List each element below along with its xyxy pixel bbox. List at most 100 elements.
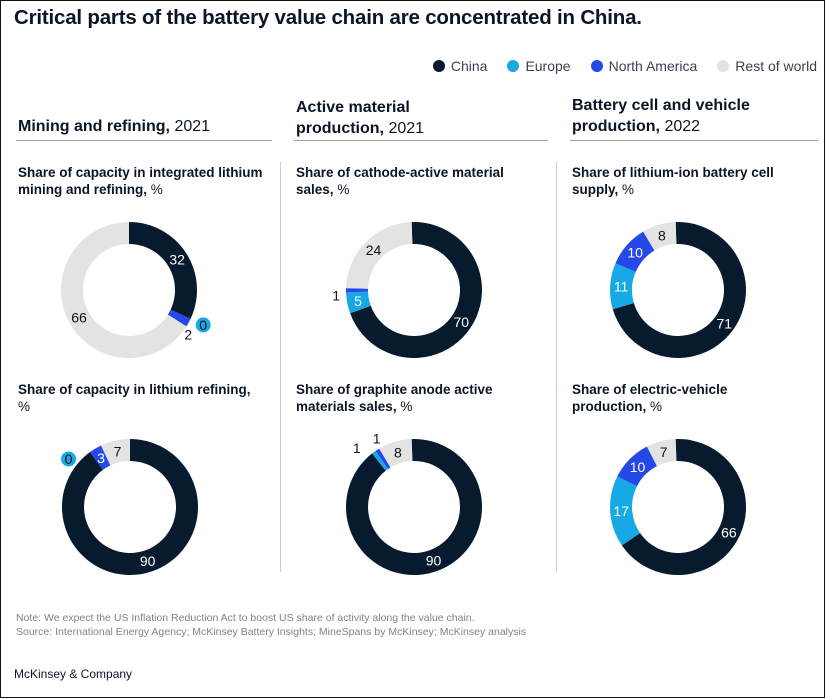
chart-title-unit: % [622,182,635,197]
data-label-china: 32 [169,251,185,267]
slice-china [350,222,482,358]
chart-title-text: Share of electric-vehicle production, [572,382,728,414]
slice-europe [372,450,389,471]
slice-north-america [617,446,657,487]
footnote-source: Source: International Energy Agency; McK… [16,626,527,638]
data-label-europe: 11 [614,279,629,295]
legend-item-north-america: North America [590,58,698,74]
figure-title: Critical parts of the battery value chai… [14,6,642,29]
data-label-rest-of-world: 7 [114,443,122,459]
section-year-mining: 2021 [174,118,211,135]
chart-title-battery-cell: Share of lithium-ion battery cell supply… [572,164,797,198]
label-bubble-europe [61,451,77,467]
chart-title-unit: % [18,399,31,414]
data-label-rest-of-world: 7 [660,444,668,460]
donut-chart-lithium-refining: 90 0 3 7 [61,439,198,575]
data-label-north-america: 3 [97,450,105,466]
data-label-china: 90 [426,553,442,569]
slice-china [346,439,482,575]
slice-europe [610,263,636,310]
legend-label-rest-of-world: Rest of world [735,58,817,74]
chart-title-text: Share of cathode-active material sales, [296,165,504,197]
data-label-china: 90 [140,553,156,569]
chart-title-ev-production: Share of electric-vehicle production, % [572,381,787,415]
chart-title-text: Share of lithium-ion battery cell supply… [572,165,774,197]
legend-swatch-china [432,60,445,72]
legend-swatch-rest-of-world [717,60,730,72]
data-label-europe: 5 [354,293,362,309]
data-label-europe: 1 [353,440,361,456]
data-label-north-america: 1 [332,288,340,304]
data-label-north-america: 10 [630,459,646,475]
slice-china [612,222,746,358]
section-year-active-material: 2021 [388,120,425,137]
donut-chart-ev-production: 66 17 10 7 [610,439,746,575]
slice-rest-of-world [646,439,677,467]
slice-china [621,439,746,575]
label-bubble-europe [195,317,211,333]
section-header-active-material: Active material production, 2021 [296,97,496,139]
legend-label-north-america: North America [608,58,698,74]
legend: China Europe North America Rest of world [412,58,817,74]
section-header-mining: Mining and refining, 2021 [18,116,268,137]
footnote-note: Note: We expect the US Inflation Reducti… [16,612,475,624]
slice-rest-of-world [643,222,677,251]
slice-china [61,439,198,575]
chart-title-lithium-mining-refining: Share of capacity in integrated lithium … [18,164,263,198]
section-year-battery-cell: 2022 [664,118,701,135]
slice-north-america [167,309,191,327]
section-title-mining: Mining and refining, [18,118,170,135]
donut-chart-lithium-mining-refining: 32 02 66 [60,222,211,358]
chart-title-text: Share of graphite anode active materials… [296,382,493,414]
section-rule-battery-cell [570,140,818,141]
legend-label-china: China [450,58,488,74]
slice-north-america [346,288,369,293]
slice-north-america [90,445,111,470]
data-label-china: 70 [453,314,469,330]
chart-title-text: Share of capacity in integrated lithium … [18,165,263,197]
section-header-battery-cell: Battery cell and vehicle production, 202… [572,95,802,137]
slice-europe [346,291,371,314]
data-label-north-america: 10 [627,244,643,260]
data-label-rest-of-world: 24 [366,242,382,258]
chart-title-unit: % [150,182,163,197]
slice-rest-of-world [60,222,187,358]
data-label-north-america: 2 [184,326,192,342]
legend-item-rest-of-world: Rest of world [717,58,817,74]
footnote: Note: We expect the US Inflation Reducti… [16,611,526,639]
slice-north-america [615,231,655,272]
section-rule-mining [16,140,272,141]
slice-rest-of-world [346,222,413,289]
chart-title-cathode: Share of cathode-active material sales, … [296,164,526,198]
column-divider-2 [556,162,557,572]
legend-item-europe: Europe [507,58,571,74]
donut-chart-cathode: 70 51 24 [332,222,482,358]
data-label-europe: 0 [199,317,207,333]
legend-label-europe: Europe [525,58,571,74]
donut-chart-battery-cell: 71 11 10 8 [610,222,746,358]
slice-rest-of-world [379,439,413,468]
section-title-battery-cell: Battery cell and vehicle production, [572,97,750,135]
slice-north-america [375,448,391,470]
chart-title-lithium-refining: Share of capacity in lithium refining, % [18,381,263,415]
data-label-north-america: 1 [373,431,381,447]
data-label-rest-of-world: 8 [394,444,402,460]
data-label-china: 71 [716,315,732,331]
section-rule-active-material [294,140,548,141]
legend-swatch-europe [507,60,520,72]
data-label-europe: 17 [613,503,629,519]
brand-name: McKinsey & Company [14,667,133,681]
chart-title-unit: % [337,182,350,197]
chart-title-text: Share of capacity in lithium refining, [18,382,251,397]
chart-title-graphite-anode: Share of graphite anode active materials… [296,381,516,415]
section-title-active-material: Active material production, [296,99,410,137]
data-label-europe: 0 [65,451,73,467]
data-label-china: 66 [721,525,737,541]
slice-china [129,222,198,319]
slice-rest-of-world [101,439,130,466]
column-divider-1 [280,162,281,572]
chart-title-unit: % [650,399,663,414]
slice-europe [610,476,641,546]
legend-swatch-north-america [590,60,603,72]
